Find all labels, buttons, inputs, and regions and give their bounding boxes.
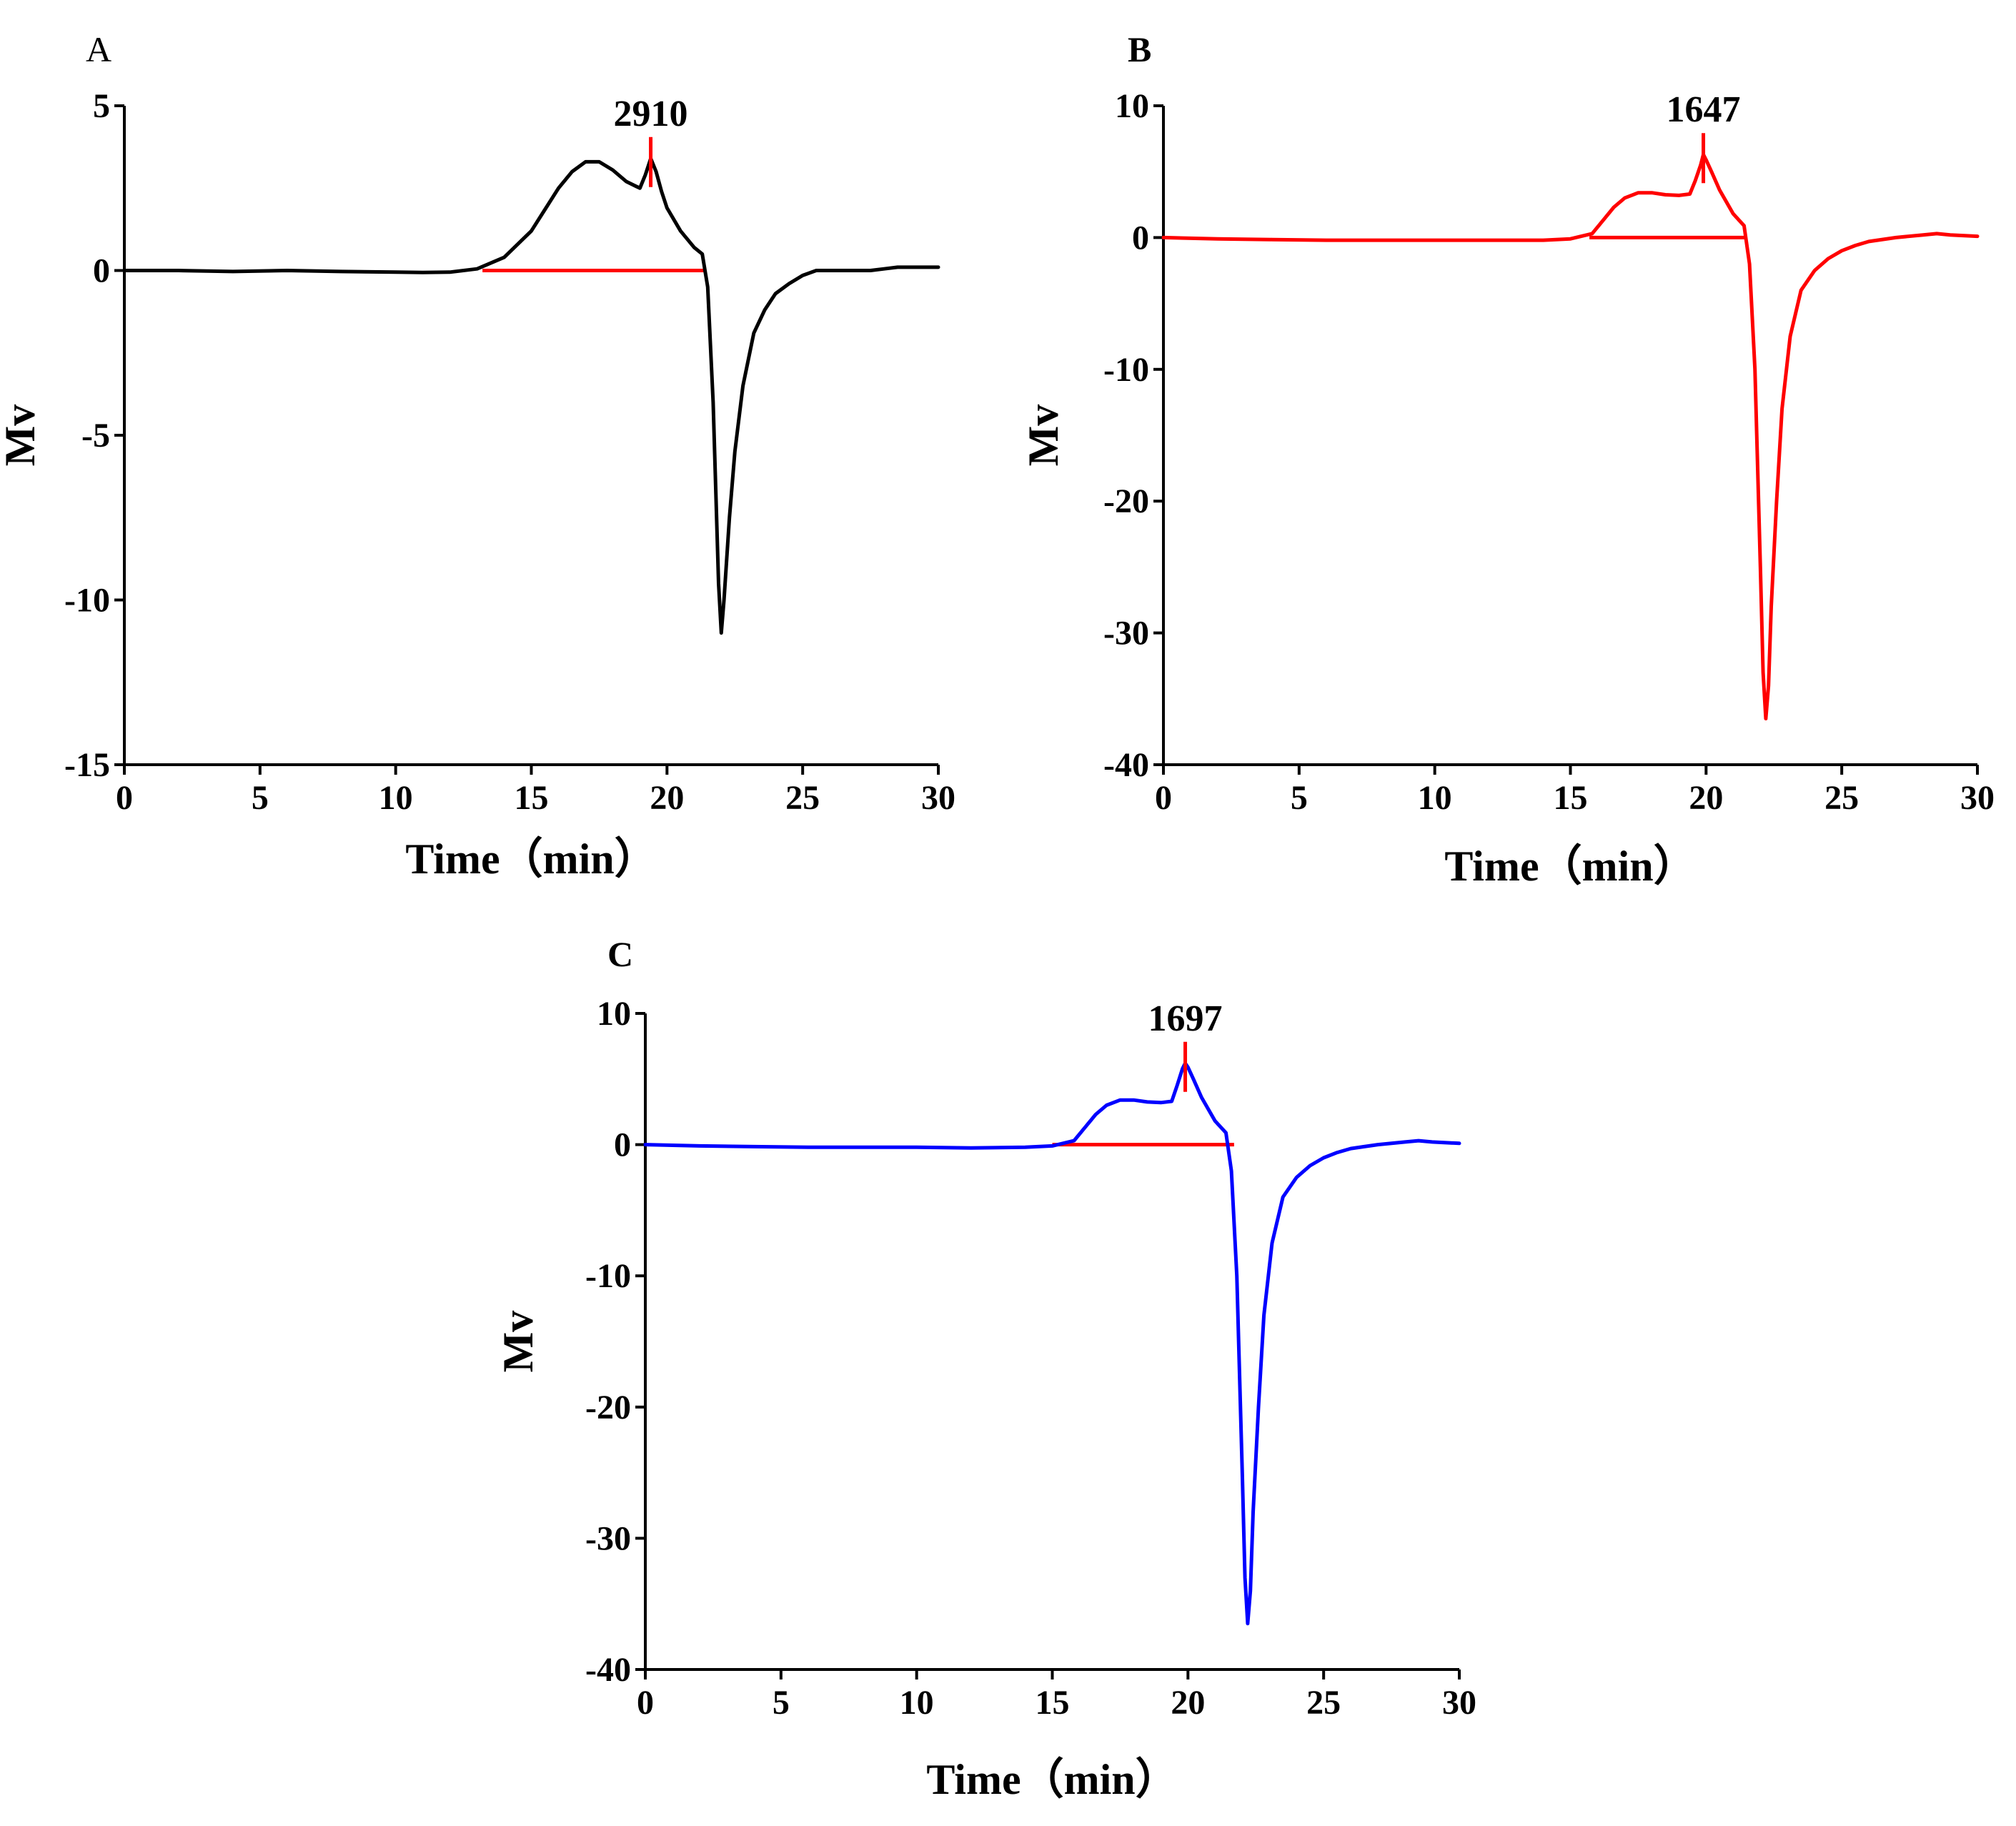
x-tick-label: 25 — [1824, 779, 1859, 817]
panel-a: A 0 5 10 15 20 25 30 5 0 -5 -10 -15 Time（min） Mv 2910 — [0, 29, 955, 883]
x-tick-label: 30 — [1960, 779, 1995, 817]
chromatogram-trace — [1161, 152, 1980, 720]
y-tick-label: -20 — [1103, 482, 1149, 520]
y-tick-label: -20 — [585, 1389, 631, 1426]
y-tick-label: 0 — [1132, 219, 1149, 257]
y-tick-label: 10 — [597, 995, 631, 1033]
x-tick-label: 10 — [900, 1684, 934, 1722]
y-tick-label: -10 — [1103, 351, 1149, 389]
x-tick-label: 15 — [1036, 1684, 1070, 1722]
x-tick-label: 30 — [921, 779, 955, 817]
y-axis-title: Mv — [0, 405, 44, 467]
y-axis-title: Mv — [495, 1311, 542, 1373]
panel-label: B — [1128, 29, 1151, 69]
x-tick-label: 0 — [1155, 779, 1172, 817]
chromatogram-trace — [643, 1061, 1461, 1626]
y-tick-label: -40 — [585, 1651, 631, 1689]
x-tick-label: 15 — [1554, 779, 1588, 817]
x-tick-label: 15 — [515, 779, 549, 817]
y-tick-label: -10 — [64, 582, 110, 620]
y-tick-label: 0 — [93, 252, 110, 290]
y-tick-label: -30 — [1103, 615, 1149, 653]
y-tick-label: -30 — [585, 1519, 631, 1557]
x-tick-label: 5 — [773, 1684, 790, 1722]
peak-label: 1697 — [1148, 998, 1223, 1039]
panel-c: C 0 5 10 15 20 25 30 10 0 -10 -20 -30 -40 Time（min） Mv 1… — [495, 934, 1476, 1803]
chromatogram-trace — [122, 157, 940, 635]
y-tick-label: 0 — [614, 1126, 631, 1164]
x-tick-label: 30 — [1442, 1684, 1476, 1722]
peak-label: 1647 — [1667, 89, 1741, 130]
y-tick-label: -15 — [64, 746, 110, 784]
x-tick-label: 20 — [1171, 1684, 1205, 1722]
y-axis-title: Mv — [1020, 405, 1067, 467]
x-axis-title: Time（min） — [405, 835, 657, 883]
x-tick-label: 20 — [1689, 779, 1723, 817]
x-tick-label: 10 — [1418, 779, 1452, 817]
x-tick-label: 5 — [1291, 779, 1308, 817]
panel-label: A — [86, 29, 111, 69]
y-tick-label: -5 — [81, 417, 110, 455]
x-tick-label: 0 — [116, 779, 133, 817]
panel-b: B 0 5 10 15 20 25 30 10 0 -10 -20 -30 -40 Time（min） Mv 1… — [1020, 29, 1995, 890]
y-tick-label: -40 — [1103, 746, 1149, 784]
x-tick-label: 5 — [252, 779, 269, 817]
peak-label: 2910 — [614, 94, 688, 134]
x-tick-label: 25 — [785, 779, 820, 817]
x-tick-label: 20 — [650, 779, 684, 817]
x-tick-label: 10 — [379, 779, 413, 817]
panel-label: C — [607, 934, 633, 974]
x-tick-label: 0 — [637, 1684, 654, 1722]
x-axis-title: Time（min） — [926, 1755, 1178, 1803]
y-tick-label: -10 — [585, 1257, 631, 1295]
x-axis-title: Time（min） — [1444, 842, 1696, 890]
y-tick-label: 10 — [1115, 87, 1149, 125]
y-tick-label: 5 — [93, 87, 110, 125]
x-tick-label: 25 — [1306, 1684, 1341, 1722]
